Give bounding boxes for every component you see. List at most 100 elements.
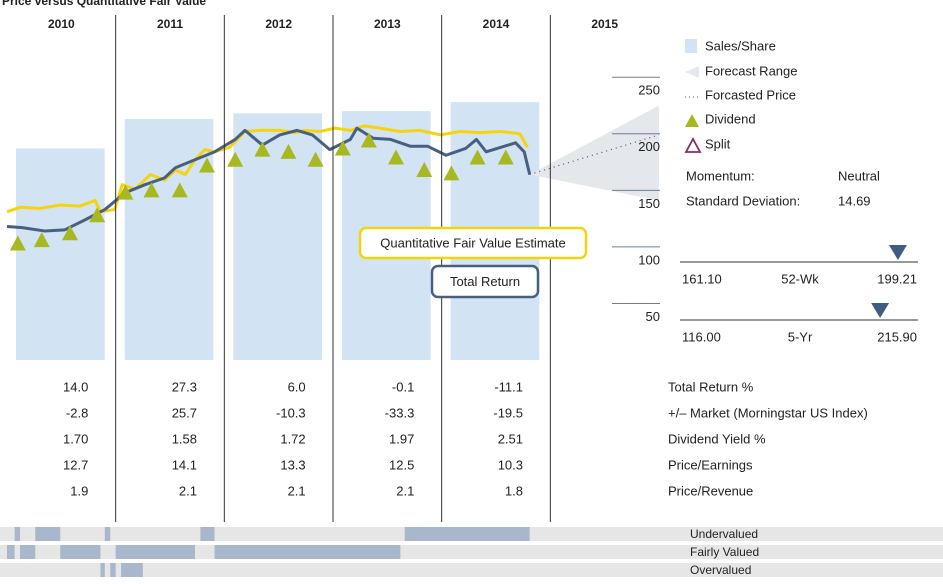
table-cell: 25.7 [172,405,197,420]
valuation-period [214,545,401,559]
dividend-marker [388,149,405,165]
table-cell: 1.8 [505,483,523,498]
legend-label: Forecast Range [705,63,798,78]
dividend-marker [334,140,351,156]
year-label: 2011 [157,17,183,31]
table-cell: 2.1 [396,483,414,498]
table-cell: 1.72 [280,431,305,446]
table-cell: 12.7 [63,457,88,472]
table-cell: -0.1 [392,379,414,394]
valuation-period [115,545,195,559]
dividend-marker [33,232,50,248]
dividend-marker [280,143,297,159]
chart-title: Price versus Quantitative Fair Value [2,0,206,8]
year-label: 2015 [591,17,618,31]
callout-label: Total Return [450,274,520,289]
table-cell: 2.1 [288,483,306,498]
dividend-marker [307,151,324,167]
year-label: 2014 [483,17,510,31]
dividend-marker [416,161,433,177]
range-name: 5-Yr [788,329,813,344]
table-cell: 14.0 [63,379,88,394]
table-row-label: Total Return % [668,379,754,394]
valuation-period [14,527,21,541]
valuation-period [60,545,101,559]
table-cell: 2.51 [498,431,523,446]
table-cell: 13.3 [280,457,305,472]
callout-box [430,264,540,299]
dividend-marker [254,141,271,157]
table-row-label: Price/Earnings [668,457,753,472]
range-high: 215.90 [877,329,917,344]
valuation-label: Fairly Valued [690,545,759,559]
year-label: 2012 [265,17,292,31]
dividend-marker [469,149,486,165]
table-cell: 1.58 [172,431,197,446]
range-high: 199.21 [877,271,917,286]
range-low: 116.00 [682,329,721,344]
table-cell: 1.97 [389,431,414,446]
valuation-band [0,563,943,577]
legend-label: Sales/Share [705,38,776,53]
legend-sales [685,39,697,53]
dividend-marker [62,225,79,241]
table-row-label: Price/Revenue [668,483,753,498]
stat-value: 14.69 [838,193,871,208]
legend-label: Dividend [705,111,756,126]
y-tick-label: 50 [646,309,660,324]
dividend-marker [143,182,160,198]
year-label: 2013 [374,17,401,31]
legend-split [684,137,702,153]
forecast-range [529,105,659,201]
table-cell: -11.1 [494,379,523,394]
legend-label: Split [705,136,731,151]
table-cell: 27.3 [172,379,197,394]
stat-label: Momentum: [686,168,755,183]
dividend-marker [497,149,514,165]
dividend-marker [227,151,244,167]
valuation-period [7,545,15,559]
dividend-marker [360,132,377,148]
dividend-marker [443,165,460,181]
y-tick-label: 200 [638,139,660,154]
table-cell: -19.5 [493,405,523,420]
stat-label: Standard Deviation: [686,193,800,208]
table-cell: 6.0 [288,379,306,394]
table-cell: -33.3 [385,405,415,420]
dividend-marker [9,235,26,251]
valuation-period [110,563,116,577]
dividend-marker [171,182,188,198]
table-cell: 1.9 [70,483,88,498]
stat-value: Neutral [838,168,880,183]
range-name: 52-Wk [781,271,819,286]
valuation-period [20,545,36,559]
range-marker [888,245,907,260]
valuation-period [100,563,105,577]
legend-dividend [685,114,699,127]
callout-box [358,226,588,260]
y-tick-label: 250 [638,83,660,98]
table-cell: -10.3 [276,405,306,420]
valuation-label: Overvalued [690,563,751,577]
table-cell: 1.70 [63,431,88,446]
range-low: 161.10 [682,271,722,286]
table-row-label: +/– Market (Morningstar US Index) [668,405,868,420]
price-line [6,126,532,233]
valuation-label: Undervalued [690,527,758,541]
legend-forecast [685,66,699,78]
dividend-marker [198,157,215,173]
y-tick-label: 150 [638,196,660,211]
table-cell: 2.1 [179,483,197,498]
table-cell: 12.5 [389,457,414,472]
table-row-label: Dividend Yield % [668,431,766,446]
year-label: 2010 [48,17,75,31]
callout-label: Quantitative Fair Value Estimate [380,235,565,250]
dividend-marker [89,207,106,223]
range-marker [871,303,890,318]
dividend-marker [117,184,134,200]
table-cell: -2.8 [66,405,88,420]
valuation-period [35,527,61,541]
table-cell: 14.1 [172,457,197,472]
valuation-period [121,563,143,577]
